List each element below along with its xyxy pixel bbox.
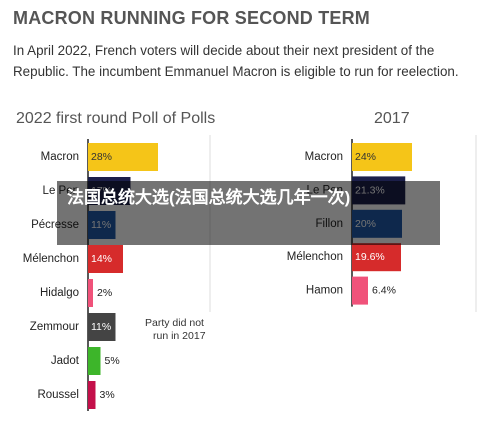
chart-title: 2017 <box>374 110 410 127</box>
category-label: Roussel <box>37 389 79 401</box>
data-label: 28% <box>91 151 112 163</box>
annotation: Party did not <box>145 317 204 329</box>
page-title: MACRON RUNNING FOR SECOND TERM <box>13 8 370 28</box>
page-subtitle: In April 2022, French voters will decide… <box>13 43 459 79</box>
bar <box>352 143 412 171</box>
category-label: Mélenchon <box>23 253 79 265</box>
annotation: run in 2017 <box>153 330 206 342</box>
category-label: Mélenchon <box>287 251 343 263</box>
chart-title: 2022 first round Poll of Polls <box>16 110 215 127</box>
data-label: 11% <box>91 321 111 333</box>
data-label: 6.4% <box>372 285 396 297</box>
bar <box>88 381 96 409</box>
data-label: 3% <box>100 389 115 401</box>
bar <box>88 313 116 341</box>
data-label: 14% <box>91 253 112 265</box>
bar <box>88 143 158 171</box>
category-label: Hamon <box>306 285 343 297</box>
category-label: Macron <box>41 151 79 163</box>
bar <box>88 279 93 307</box>
data-label: 24% <box>355 151 376 163</box>
category-label: Macron <box>305 151 343 163</box>
bar <box>352 276 368 305</box>
data-label: 19.6% <box>355 251 385 263</box>
bar <box>88 347 101 375</box>
category-label: Jadot <box>51 355 80 367</box>
caption-overlay <box>57 181 440 245</box>
bar <box>352 243 401 272</box>
data-label: 2% <box>97 287 112 299</box>
bar <box>88 245 123 273</box>
category-label: Zemmour <box>30 321 79 333</box>
category-label: Hidalgo <box>40 287 79 299</box>
data-label: 5% <box>105 355 120 367</box>
caption-overlay-text: 法国总统大选(法国总统大选几年一次) <box>67 188 351 207</box>
